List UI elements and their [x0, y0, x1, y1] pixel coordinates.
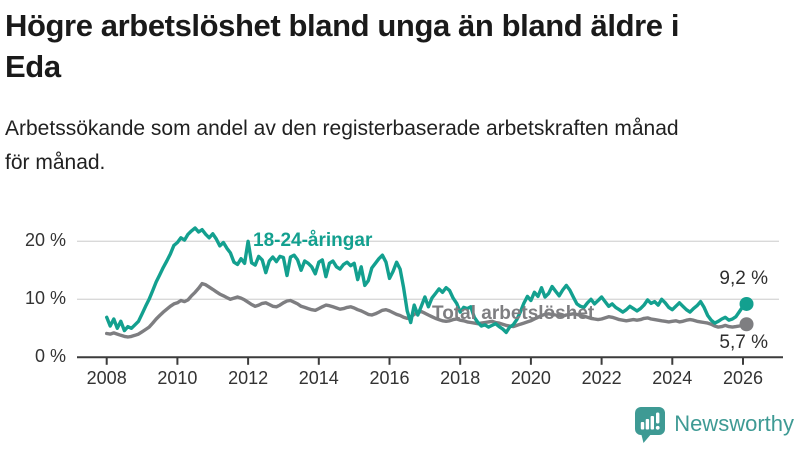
- chart-title: Högre arbetslöshet bland unga än bland ä…: [5, 5, 679, 87]
- chart-title-line1: Högre arbetslöshet bland unga än bland ä…: [5, 8, 680, 43]
- brand-wordmark: Newsworthy: [674, 411, 794, 436]
- x-tick-label: 2014: [298, 368, 339, 388]
- chart-subtitle: Arbetssökande som andel av den registerb…: [5, 112, 679, 180]
- x-tick-label: 2020: [510, 368, 551, 388]
- series-line-young: [104, 226, 749, 335]
- x-tick-label: 2016: [369, 368, 410, 388]
- newsworthy-logo-icon: [635, 407, 666, 443]
- x-tick-label: 2012: [228, 368, 269, 388]
- brand-footer: Newsworthy: [635, 407, 794, 444]
- end-value-total: 5,7 %: [719, 332, 768, 353]
- end-dot-total: [739, 317, 754, 332]
- y-tick-label: 20 %: [24, 230, 66, 251]
- x-tick-label: 2018: [440, 368, 481, 388]
- series-line-total: [104, 281, 749, 339]
- x-tick-label: 2026: [722, 368, 764, 388]
- end-value-young: 9,2 %: [719, 268, 768, 289]
- series-label-young: 18-24-åringar: [253, 230, 373, 251]
- end-dot-young: [739, 296, 754, 311]
- y-tick-label: 10 %: [24, 288, 66, 309]
- x-tick-label: 2022: [581, 368, 622, 388]
- series-label-total: Total arbetslöshet: [432, 303, 595, 324]
- x-tick-label: 2024: [652, 368, 693, 388]
- x-tick-label: 2008: [86, 368, 127, 388]
- chart-subtitle-line1: Arbetssökande som andel av den registerb…: [5, 117, 679, 140]
- x-tick-label: 2010: [157, 368, 198, 388]
- y-tick-label: 0 %: [34, 346, 66, 367]
- chart-title-line2: Eda: [5, 49, 61, 84]
- chart-subtitle-line2: för månad.: [5, 151, 106, 174]
